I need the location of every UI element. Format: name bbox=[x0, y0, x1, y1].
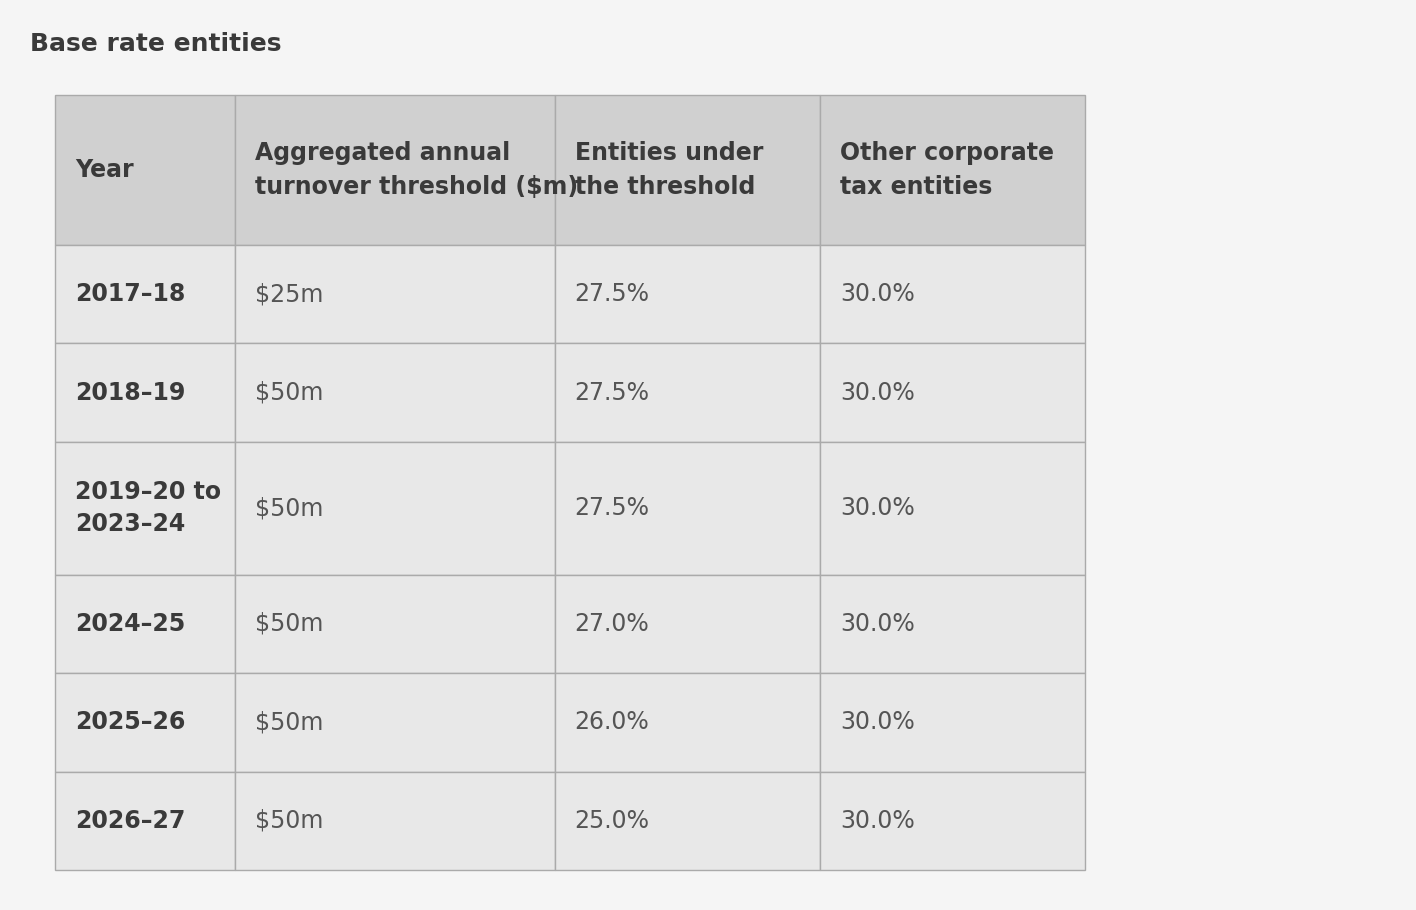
Text: 27.5%: 27.5% bbox=[575, 380, 650, 405]
Text: Other corporate
tax entities: Other corporate tax entities bbox=[840, 141, 1055, 198]
Text: $25m: $25m bbox=[255, 282, 324, 306]
Text: $50m: $50m bbox=[255, 496, 324, 521]
Text: 30.0%: 30.0% bbox=[840, 496, 915, 521]
Text: 30.0%: 30.0% bbox=[840, 809, 915, 833]
Text: Year: Year bbox=[75, 158, 133, 182]
Text: 30.0%: 30.0% bbox=[840, 380, 915, 405]
Text: 27.0%: 27.0% bbox=[575, 612, 650, 636]
Text: 27.5%: 27.5% bbox=[575, 496, 650, 521]
Text: 26.0%: 26.0% bbox=[575, 711, 650, 734]
Text: 30.0%: 30.0% bbox=[840, 282, 915, 306]
Text: $50m: $50m bbox=[255, 809, 324, 833]
Text: 30.0%: 30.0% bbox=[840, 612, 915, 636]
Text: $50m: $50m bbox=[255, 380, 324, 405]
Text: 25.0%: 25.0% bbox=[575, 809, 650, 833]
Text: $50m: $50m bbox=[255, 612, 324, 636]
Text: 2017–18: 2017–18 bbox=[75, 282, 185, 306]
Text: 2024–25: 2024–25 bbox=[75, 612, 185, 636]
Text: 2018–19: 2018–19 bbox=[75, 380, 185, 405]
Text: 2025–26: 2025–26 bbox=[75, 711, 185, 734]
Text: Aggregated annual
turnover threshold ($m): Aggregated annual turnover threshold ($m… bbox=[255, 141, 578, 198]
Text: Base rate entities: Base rate entities bbox=[30, 32, 282, 56]
Text: 30.0%: 30.0% bbox=[840, 711, 915, 734]
Text: 2019–20 to
2023–24: 2019–20 to 2023–24 bbox=[75, 480, 221, 536]
Text: 2026–27: 2026–27 bbox=[75, 809, 185, 833]
Text: Entities under
the threshold: Entities under the threshold bbox=[575, 141, 763, 198]
Text: $50m: $50m bbox=[255, 711, 324, 734]
Text: 27.5%: 27.5% bbox=[575, 282, 650, 306]
